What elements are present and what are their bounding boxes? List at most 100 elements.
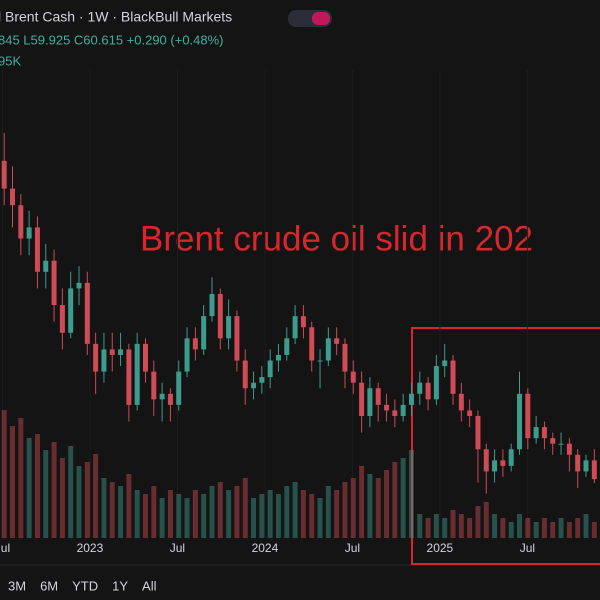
- candle-body: [10, 188, 16, 206]
- volume-bar: [408, 450, 414, 538]
- volume-bar: [433, 514, 439, 538]
- range-button[interactable]: 6M: [40, 578, 58, 593]
- x-tick-label: Jul: [170, 541, 185, 555]
- volume-bar: [201, 494, 207, 538]
- x-tick-label: Jul: [520, 541, 535, 555]
- ohlc-readout: 845 L59.925 C60.615 +0.290 (+0.48%): [0, 32, 224, 47]
- x-tick-label: Jul: [345, 541, 360, 555]
- x-tick-label: Jul: [0, 541, 10, 555]
- volume-bar: [591, 522, 597, 538]
- candle-body: [192, 338, 198, 350]
- candle-body: [51, 260, 57, 306]
- candle-body: [167, 393, 173, 405]
- volume-bar: [392, 462, 398, 538]
- candle-body: [309, 327, 315, 361]
- volume-bar: [242, 478, 248, 538]
- candle-body: [18, 205, 24, 239]
- volume-bar: [109, 482, 115, 538]
- volume-bar: [68, 446, 74, 538]
- candle-body: [508, 449, 514, 466]
- candle-body: [392, 410, 398, 416]
- candle-body: [550, 438, 556, 444]
- volume-bar: [367, 474, 373, 538]
- volume-bar: [500, 518, 506, 538]
- candle-body: [541, 427, 547, 439]
- candle-body: [425, 382, 431, 400]
- range-button[interactable]: All: [142, 578, 157, 593]
- candle-body: [34, 227, 40, 272]
- volume-bar: [43, 450, 49, 538]
- volume-readout: 95K: [0, 53, 21, 68]
- volume-bar: [226, 490, 232, 538]
- volume-bar: [101, 478, 107, 538]
- candle-body: [334, 338, 340, 344]
- candle-body: [417, 382, 423, 394]
- volume-bar: [483, 502, 489, 538]
- volume-bar: [151, 486, 157, 538]
- candle-body: [450, 360, 456, 394]
- volume-bar: [566, 522, 572, 538]
- volume-bar: [475, 506, 481, 538]
- volume-bar: [583, 514, 589, 538]
- candle-body: [134, 343, 140, 405]
- candle-body: [467, 410, 473, 416]
- volume-bar: [192, 490, 198, 538]
- candle-body: [259, 377, 265, 383]
- volume-bar: [450, 510, 456, 538]
- range-toolbar: 3M 6M YTD 1Y All: [8, 578, 157, 593]
- volume-bar: [267, 490, 273, 538]
- volume-bar: [442, 518, 448, 538]
- volume-bar: [541, 518, 547, 538]
- candle-body: [433, 366, 439, 400]
- candle-body: [68, 288, 74, 333]
- x-tick-label: 2023: [77, 541, 104, 555]
- toggle-knob: [312, 12, 330, 25]
- volume-bar: [10, 426, 16, 538]
- candle-body: [76, 282, 82, 289]
- volume-bar: [517, 514, 523, 538]
- candle-body: [292, 316, 298, 339]
- range-button[interactable]: 3M: [8, 578, 26, 593]
- volume-bar: [425, 518, 431, 538]
- candle-body: [251, 382, 257, 389]
- symbol-title: l Brent Cash · 1W · BlackBull Markets: [0, 9, 232, 25]
- candle-body: [93, 343, 99, 372]
- candle-body: [300, 316, 306, 328]
- candle-body: [442, 360, 448, 367]
- candle-body: [151, 371, 157, 400]
- candle-body: [234, 316, 240, 361]
- candle-body: [566, 443, 572, 455]
- volume-bar: [18, 418, 24, 538]
- candle-body: [475, 415, 481, 450]
- volume-bar: [467, 518, 473, 538]
- candle-body: [525, 393, 531, 439]
- volume-bar: [59, 458, 65, 538]
- volume-bar: [508, 522, 514, 538]
- candle-body: [143, 343, 148, 372]
- volume-bar: [284, 486, 290, 538]
- candle-body: [43, 260, 49, 272]
- volume-bar: [300, 490, 306, 538]
- candle-body: [176, 371, 182, 405]
- volume-bar: [259, 494, 265, 538]
- range-button[interactable]: 1Y: [112, 578, 128, 593]
- volume-bar: [342, 482, 348, 538]
- volume-bar: [317, 498, 323, 538]
- candle-body: [575, 454, 581, 472]
- candle-body: [126, 349, 132, 405]
- volume-bar: [51, 442, 57, 538]
- volume-bar: [400, 458, 406, 538]
- volume-bar: [1, 410, 7, 538]
- volume-bar: [325, 486, 331, 538]
- volume-bar: [176, 494, 182, 538]
- candle-body: [317, 360, 323, 362]
- volume-bar: [167, 490, 173, 538]
- candle-body: [159, 393, 165, 400]
- candle-body: [201, 316, 207, 350]
- candle-body: [267, 360, 273, 378]
- volume-bar: [251, 498, 257, 538]
- candle-body: [284, 338, 290, 355]
- candle-body: [483, 449, 489, 472]
- range-button[interactable]: YTD: [72, 578, 98, 593]
- highlight-box: [411, 327, 600, 565]
